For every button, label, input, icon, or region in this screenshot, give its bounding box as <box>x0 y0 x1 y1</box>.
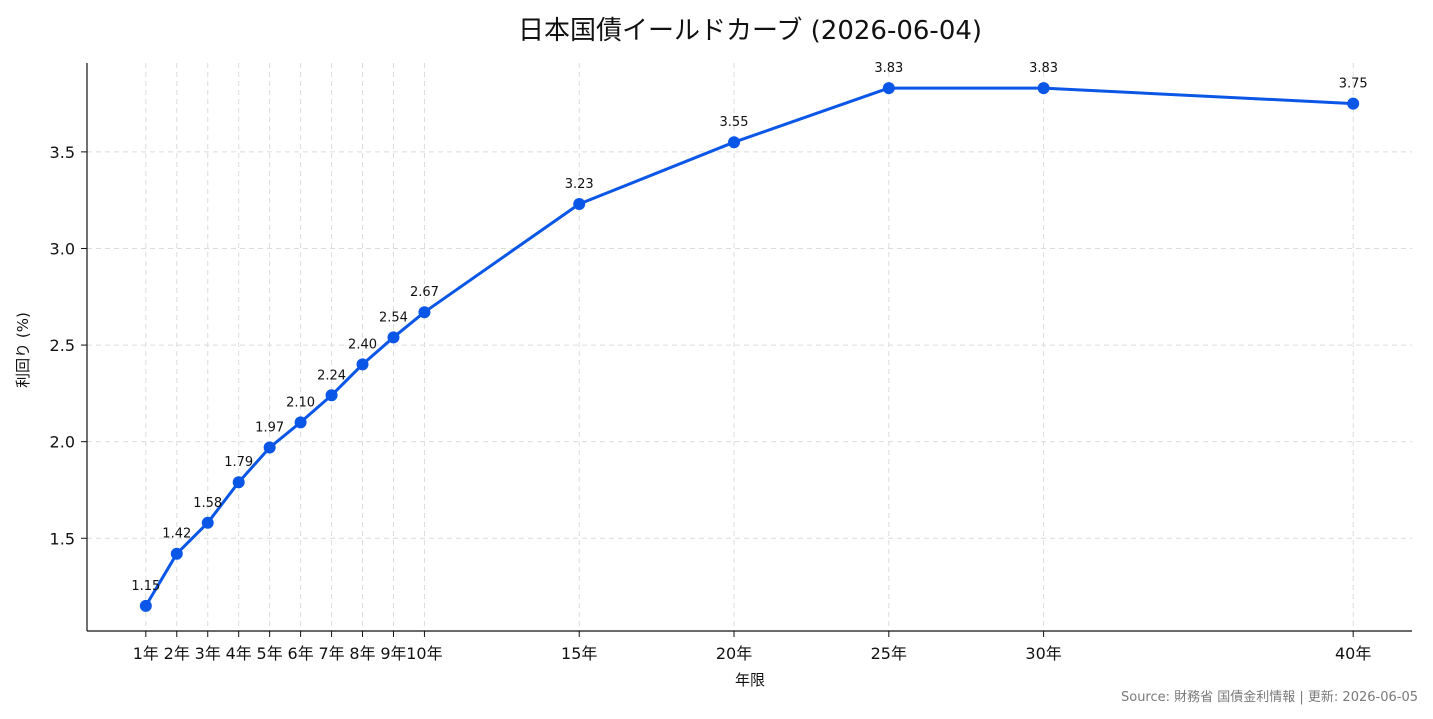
data-label: 1.15 <box>131 579 160 594</box>
x-tick-label: 4年 <box>226 644 252 663</box>
data-label: 2.67 <box>410 285 439 300</box>
data-point <box>387 331 400 344</box>
x-tick-label: 8年 <box>349 644 375 663</box>
x-tick-label: 25年 <box>871 644 907 663</box>
x-tick-label: 40年 <box>1335 644 1371 663</box>
data-label: 1.97 <box>255 420 284 435</box>
x-tick-label: 7年 <box>318 644 344 663</box>
tick-layer: 1年 2年 3年 4年 5年 6年 7年 8年 9年 10年 15年 20年 25年 30年 40年 1.5 2… <box>50 143 1372 663</box>
y-tick-label: 2.0 <box>50 433 75 452</box>
x-tick-label: 2年 <box>164 644 190 663</box>
source-note: Source: 財務省 国債金利情報 | 更新: 2026-06-05 <box>1121 689 1418 705</box>
data-point <box>263 441 276 454</box>
data-label: 1.79 <box>224 455 253 470</box>
data-point <box>728 136 741 149</box>
data-label: 3.83 <box>874 61 903 76</box>
x-tick-label: 20年 <box>716 644 752 663</box>
data-label: 3.55 <box>720 115 749 130</box>
chart-title: 日本国債イールドカーブ (2026-06-04) <box>518 16 982 46</box>
y-tick-label: 1.5 <box>50 529 75 548</box>
data-point <box>170 547 183 560</box>
data-label: 2.24 <box>317 368 346 383</box>
y-tick-label: 3.5 <box>50 143 75 162</box>
data-point <box>573 198 586 211</box>
data-point <box>325 389 338 402</box>
data-point <box>418 306 431 319</box>
grid-layer <box>87 63 1412 631</box>
data-point <box>882 82 895 95</box>
data-label: 2.10 <box>286 395 315 410</box>
x-tick-label: 15年 <box>561 644 597 663</box>
data-point <box>1037 82 1050 95</box>
x-tick-label: 30年 <box>1025 644 1061 663</box>
x-tick-label: 3年 <box>195 644 221 663</box>
data-point <box>201 516 214 529</box>
x-axis-title: 年限 <box>735 671 765 689</box>
y-tick-label: 2.5 <box>50 336 75 355</box>
data-point <box>1347 97 1360 110</box>
data-point <box>294 416 307 429</box>
x-tick-label: 10年 <box>406 644 442 663</box>
x-tick-label: 6年 <box>288 644 314 663</box>
data-label: 2.40 <box>348 337 377 352</box>
data-point <box>232 476 245 489</box>
data-point <box>139 599 152 612</box>
data-label: 1.42 <box>162 527 191 542</box>
x-tick-label: 9年 <box>380 644 406 663</box>
data-point <box>356 358 369 371</box>
x-tick-label: 1年 <box>133 644 159 663</box>
y-axis-title: 利回り (%) <box>14 312 32 388</box>
data-label: 3.23 <box>565 177 594 192</box>
yield-series-line <box>144 86 1354 607</box>
x-tick-label: 5年 <box>257 644 283 663</box>
y-tick-label: 3.0 <box>50 239 75 258</box>
data-label: 1.58 <box>193 496 222 511</box>
data-label: 3.83 <box>1029 61 1058 76</box>
data-label: 3.75 <box>1339 77 1368 92</box>
data-label: 2.54 <box>379 310 408 325</box>
series-layer: 1.15 1.42 1.58 1.79 1.972.102.24 2.402.542.67… <box>131 61 1368 612</box>
